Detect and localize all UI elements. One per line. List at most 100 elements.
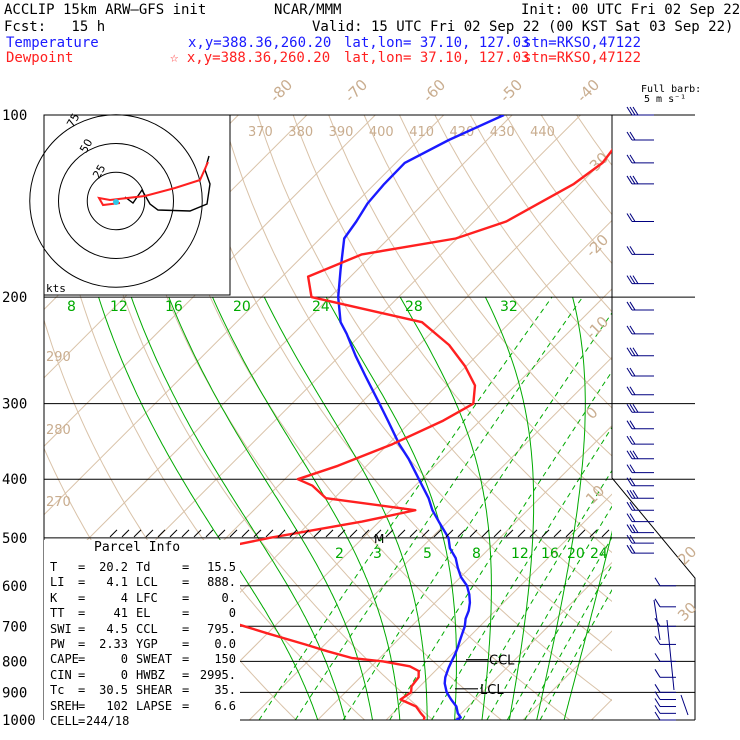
wind-barb-flag bbox=[626, 246, 633, 255]
hodograph-ring-label: 50 bbox=[77, 137, 95, 156]
wind-barb-flag bbox=[629, 420, 636, 429]
freezing-hatch bbox=[241, 529, 250, 538]
wind-barb-flag bbox=[626, 386, 633, 396]
hodograph-ring-label: 25 bbox=[90, 162, 108, 181]
wind-barb-flag bbox=[632, 524, 639, 533]
freezing-hatch bbox=[193, 529, 202, 538]
freezing-hatch bbox=[529, 529, 538, 538]
parcel-param-name: LI bbox=[50, 575, 65, 590]
wind-barb-flag bbox=[629, 131, 636, 141]
mixing-ratio-line bbox=[539, 588, 612, 720]
theta-label-top: 370 bbox=[248, 125, 273, 140]
mixing-ratio-label-upper: 28 bbox=[405, 299, 423, 315]
parcel-param-value: 0 bbox=[120, 652, 128, 667]
wind-barb-flag bbox=[626, 275, 633, 284]
temperature-location: x,y=388.36,260.20 bbox=[188, 35, 332, 51]
freezing-hatch bbox=[169, 529, 178, 538]
freezing-hatch bbox=[433, 529, 442, 538]
mixing-ratio-label-lower: 8 bbox=[472, 546, 481, 562]
wind-barb-flag bbox=[629, 275, 636, 284]
parcel-param-name: LAPSE bbox=[136, 698, 173, 713]
isotherm-line bbox=[248, 356, 612, 720]
parcel-row: CIN = 0 HWBZ = 2995. bbox=[50, 667, 236, 682]
dry-adiabat-line bbox=[80, 115, 434, 720]
theta-label-left: 270 bbox=[46, 495, 71, 510]
dry-adiabat-line bbox=[186, 115, 612, 702]
isotherm-label-right: -20 bbox=[582, 231, 612, 261]
wind-barb-flag bbox=[626, 301, 633, 311]
wind-barb-flag bbox=[626, 450, 633, 460]
isotherm-label-right: 30 bbox=[674, 599, 700, 625]
mixing-ratio-label-lower: 20 bbox=[567, 546, 585, 562]
mixing-ratio-line bbox=[524, 564, 612, 720]
forecast-hour: Fcst: 15 h bbox=[4, 19, 106, 35]
model-title: ACCLIP 15km ARW–GFS init bbox=[4, 2, 207, 18]
ccl-label: CCL bbox=[489, 654, 515, 669]
parcel-param-value: 244/18 bbox=[86, 713, 130, 728]
theta-label-top: 410 bbox=[409, 125, 434, 140]
wind-barb-flag bbox=[632, 106, 639, 116]
wind-barb-flag bbox=[626, 131, 633, 141]
wind-barb-flag bbox=[654, 653, 661, 662]
parcel-row: CELL=244/18 bbox=[50, 713, 130, 728]
parcel-row: LI = 4.1 LCL = 888. bbox=[50, 575, 236, 590]
mixing-ratio-label-lower: 3 bbox=[373, 546, 382, 562]
parcel-param-name: CIN bbox=[50, 667, 72, 682]
mixing-ratio-label-lower: 5 bbox=[423, 546, 432, 562]
parcel-param-name: SHEAR bbox=[136, 683, 173, 698]
dewpoint-location: ☆ x,y=388.36,260.20 bbox=[170, 50, 331, 66]
wind-barb-flag bbox=[626, 544, 633, 554]
dry-adiabat-line bbox=[647, 115, 740, 720]
freezing-hatch bbox=[301, 529, 310, 538]
hodograph-ring bbox=[58, 143, 174, 259]
mixing-ratio-label-lower: 12 bbox=[511, 546, 529, 562]
pressure-tick-label: 500 bbox=[2, 531, 27, 547]
pressure-tick-label: 700 bbox=[2, 619, 27, 635]
parcel-param-name: SWEAT bbox=[136, 652, 173, 667]
hodograph-units-label: kts bbox=[46, 282, 66, 295]
init-time: Init: 00 UTC Fri 02 Sep 22 bbox=[521, 2, 740, 18]
freezing-hatch bbox=[217, 529, 226, 538]
freezing-hatch bbox=[577, 529, 586, 538]
wind-barb-flag bbox=[629, 501, 636, 511]
wind-barb-flag bbox=[626, 477, 633, 486]
parcel-param-value: 2995. bbox=[199, 667, 236, 682]
wind-barb-flag bbox=[654, 598, 661, 608]
isotherm-line bbox=[522, 630, 612, 720]
isotherm-line bbox=[317, 425, 612, 720]
temperature-legend-label: Temperature bbox=[6, 35, 99, 51]
theta-label-top: 400 bbox=[369, 125, 394, 140]
parcel-param-name: YGP bbox=[136, 636, 158, 651]
isotherm-label-right: 20 bbox=[674, 543, 700, 569]
dry-adiabat-line bbox=[257, 115, 612, 602]
valid-time: Valid: 15 UTC Fri 02 Sep 22 (00 KST Sat … bbox=[312, 19, 734, 35]
isotherm-label-top: -60 bbox=[419, 76, 449, 106]
pressure-tick-label: 300 bbox=[2, 397, 27, 413]
parcel-param-value: 30.5 bbox=[99, 683, 128, 698]
freezing-hatch bbox=[253, 529, 262, 538]
isotherm-label-right: 10 bbox=[582, 482, 608, 508]
parcel-param-value: 35. bbox=[214, 683, 236, 698]
pressure-tick-label: 900 bbox=[2, 685, 27, 701]
parcel-param-name: Td bbox=[136, 560, 151, 574]
wind-barb-flag bbox=[626, 154, 633, 164]
wind-barb-flag bbox=[626, 325, 633, 335]
parcel-row: Tc = 30.5 SHEAR = 35. bbox=[50, 683, 236, 698]
parcel-param-value: 0.0 bbox=[214, 636, 236, 651]
mixing-ratio-line bbox=[342, 311, 612, 720]
freezing-hatch bbox=[541, 529, 550, 538]
parcel-param-value: 41 bbox=[113, 606, 128, 621]
parcel-param-name: SREH bbox=[50, 698, 79, 713]
parcel-param-value: 150 bbox=[214, 652, 236, 667]
mixing-ratio-line bbox=[389, 370, 612, 720]
wind-barb-flag bbox=[626, 435, 633, 445]
wind-barb-flag bbox=[629, 106, 636, 116]
freezing-hatch bbox=[325, 529, 334, 538]
wind-barb-flag bbox=[654, 684, 661, 693]
wind-barb-flag bbox=[632, 450, 639, 460]
freezing-hatch bbox=[289, 529, 298, 538]
pressure-tick-label: 100 bbox=[2, 108, 27, 124]
freezing-hatch bbox=[445, 529, 454, 538]
freezing-hatch bbox=[157, 529, 166, 538]
